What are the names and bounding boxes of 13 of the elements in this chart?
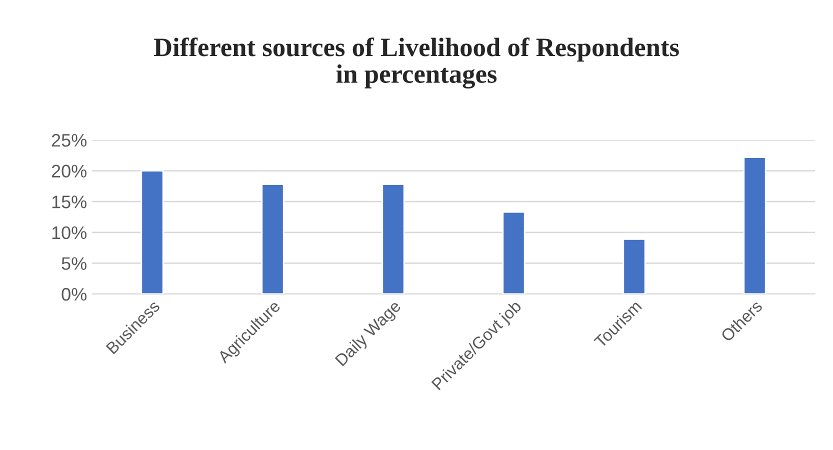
y-tick-label: 25% xyxy=(52,134,86,147)
bar xyxy=(261,184,284,294)
y-tick-label: 10% xyxy=(52,226,86,240)
y-tick-label: 0% xyxy=(62,288,86,301)
y-tick-label: 5% xyxy=(62,257,86,270)
bar xyxy=(622,238,646,294)
bar xyxy=(502,211,526,294)
bar xyxy=(382,184,405,294)
y-tick-label: 20% xyxy=(52,164,86,178)
bar xyxy=(140,170,164,294)
chart-title: Different sources of Livelihood of Respondents in percentages xyxy=(154,37,679,89)
bar xyxy=(743,156,766,294)
y-tick-label: 15% xyxy=(52,196,86,208)
